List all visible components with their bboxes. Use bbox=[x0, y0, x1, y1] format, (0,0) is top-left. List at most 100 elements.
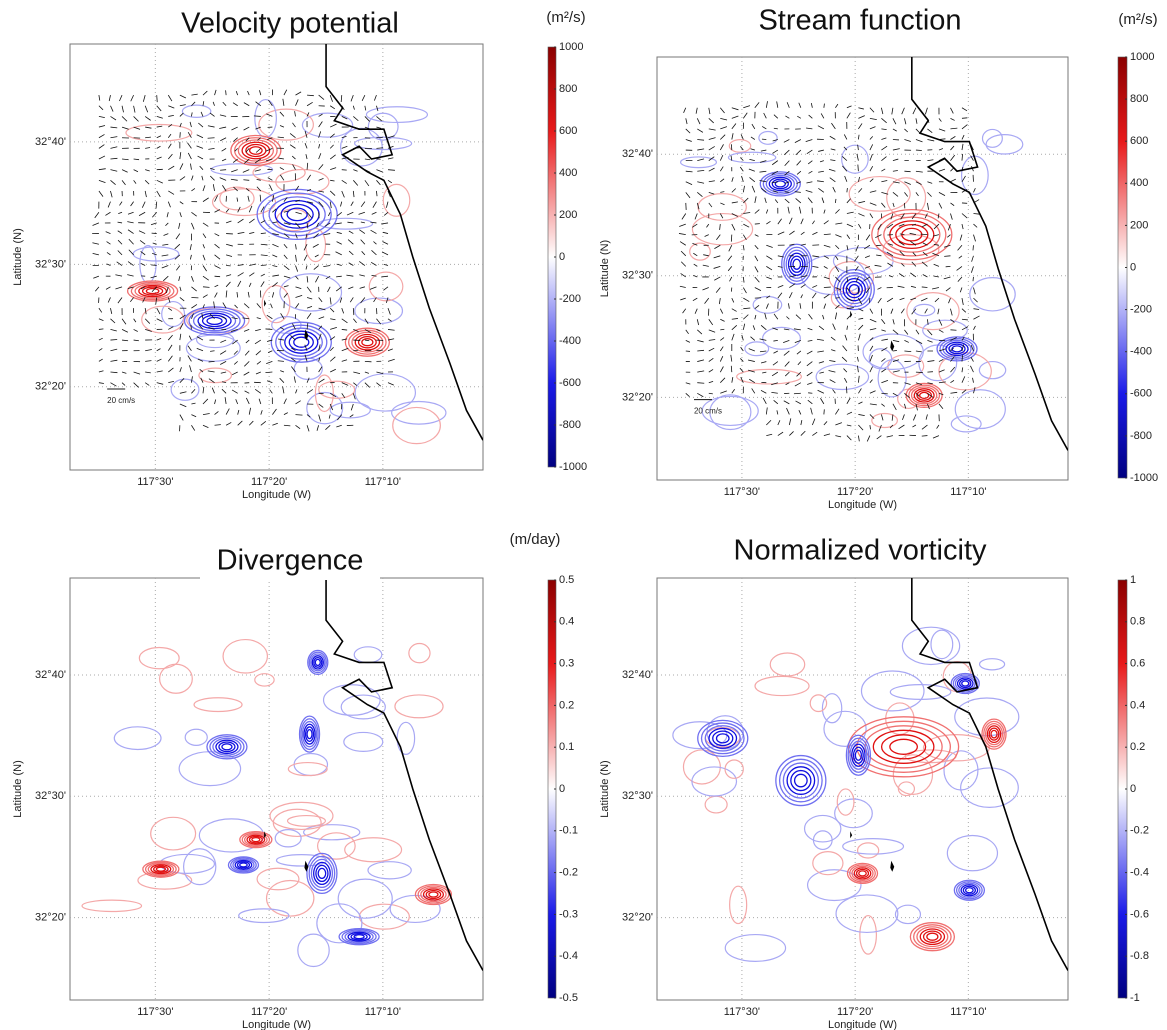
contour bbox=[983, 720, 1005, 748]
velocity-arrow bbox=[221, 388, 227, 394]
velocity-arrow bbox=[697, 192, 703, 198]
velocity-arrow bbox=[864, 266, 871, 269]
velocity-arrow bbox=[818, 187, 825, 193]
velocity-arrow bbox=[892, 170, 898, 172]
velocity-arrow bbox=[347, 239, 354, 245]
velocity-arrow bbox=[202, 398, 209, 405]
contour bbox=[964, 887, 974, 894]
velocity-arrow bbox=[145, 169, 150, 172]
contour bbox=[145, 287, 160, 295]
contour bbox=[339, 127, 383, 167]
velocity-arrow bbox=[749, 177, 756, 183]
colorbar-tick-label: 0.5 bbox=[559, 574, 574, 586]
velocity-arrow bbox=[323, 233, 331, 236]
contour bbox=[293, 336, 310, 348]
velocity-arrow bbox=[179, 314, 186, 320]
velocity-arrow bbox=[957, 244, 963, 251]
colorbar-tick-label: -0.8 bbox=[1130, 950, 1149, 962]
velocity-arrow bbox=[773, 350, 779, 354]
velocity-arrow bbox=[742, 245, 745, 251]
velocity-arrow bbox=[318, 164, 324, 170]
contour bbox=[252, 162, 306, 183]
x-tick-label: 117°20' bbox=[837, 1006, 873, 1018]
velocity-arrow bbox=[130, 94, 134, 102]
contour bbox=[314, 658, 321, 667]
velocity-arrow bbox=[742, 323, 746, 330]
velocity-arrow bbox=[796, 371, 802, 377]
velocity-arrow bbox=[260, 220, 266, 224]
contour bbox=[297, 933, 330, 968]
velocity-arrow bbox=[934, 297, 940, 303]
velocity-arrow bbox=[892, 148, 900, 151]
velocity-arrow bbox=[121, 371, 127, 374]
contour bbox=[261, 284, 291, 324]
velocity-arrow bbox=[720, 178, 725, 183]
velocity-arrow bbox=[899, 233, 905, 236]
velocity-arrow bbox=[697, 359, 705, 362]
velocity-arrow bbox=[295, 265, 299, 272]
velocity-arrow bbox=[819, 371, 824, 374]
velocity-arrow bbox=[306, 222, 309, 229]
velocity-arrow bbox=[98, 348, 103, 352]
velocity-arrow bbox=[682, 308, 687, 314]
velocity-arrow bbox=[176, 265, 181, 271]
velocity-arrow bbox=[161, 265, 169, 269]
velocity-arrow bbox=[812, 255, 820, 258]
velocity-arrow bbox=[743, 105, 751, 109]
velocity-arrow bbox=[249, 218, 255, 224]
contour bbox=[232, 858, 255, 872]
velocity-arrow bbox=[772, 139, 778, 142]
velocity-arrow bbox=[341, 393, 346, 399]
velocity-arrow bbox=[920, 233, 928, 236]
velocity-arrow bbox=[318, 144, 321, 149]
velocity-arrow bbox=[265, 371, 273, 373]
velocity-arrow bbox=[773, 313, 779, 320]
velocity-arrow bbox=[202, 413, 210, 416]
contour bbox=[754, 675, 810, 697]
velocity-arrow bbox=[788, 217, 793, 225]
velocity-arrow bbox=[846, 411, 853, 415]
velocity-arrow bbox=[846, 325, 848, 330]
velocity-arrow bbox=[805, 139, 813, 142]
velocity-arrow bbox=[353, 318, 357, 324]
velocity-arrow bbox=[214, 254, 221, 260]
velocity-arrow bbox=[179, 391, 187, 394]
velocity-arrow bbox=[842, 156, 848, 161]
velocity-arrow bbox=[325, 275, 331, 280]
panel-title: Stream function bbox=[758, 5, 961, 37]
velocity-arrow bbox=[175, 233, 181, 240]
velocity-arrow bbox=[202, 222, 209, 227]
contour bbox=[262, 192, 332, 237]
velocity-arrow bbox=[950, 202, 955, 206]
velocity-arrow bbox=[237, 231, 245, 234]
velocity-arrow bbox=[260, 254, 268, 257]
velocity-arrow bbox=[187, 152, 192, 160]
velocity-arrow bbox=[167, 133, 172, 138]
velocity-arrow bbox=[387, 157, 394, 160]
x-axis-label: Longitude (W) bbox=[242, 489, 311, 501]
velocity-arrow bbox=[973, 223, 978, 228]
contour bbox=[178, 751, 242, 787]
velocity-arrow bbox=[318, 131, 322, 138]
velocity-arrow bbox=[806, 350, 813, 355]
velocity-arrow bbox=[198, 324, 204, 330]
velocity-arrow bbox=[295, 294, 303, 298]
velocity-arrow bbox=[800, 243, 806, 246]
velocity-arrow bbox=[938, 128, 946, 132]
velocity-arrow bbox=[869, 337, 874, 341]
velocity-arrow bbox=[364, 180, 370, 187]
velocity-arrow bbox=[708, 167, 715, 172]
velocity-arrow bbox=[110, 180, 116, 186]
velocity-arrow bbox=[295, 303, 300, 309]
velocity-arrow bbox=[858, 297, 863, 305]
contour bbox=[806, 869, 862, 902]
velocity-arrow bbox=[98, 105, 104, 111]
velocity-arrow bbox=[912, 107, 917, 115]
velocity-arrow bbox=[196, 134, 204, 139]
velocity-arrow bbox=[353, 382, 358, 386]
velocity-arrow bbox=[255, 329, 261, 332]
velocity-arrow bbox=[209, 175, 215, 181]
velocity-arrow bbox=[336, 275, 342, 278]
velocity-arrow bbox=[823, 266, 828, 269]
contour bbox=[222, 638, 269, 674]
